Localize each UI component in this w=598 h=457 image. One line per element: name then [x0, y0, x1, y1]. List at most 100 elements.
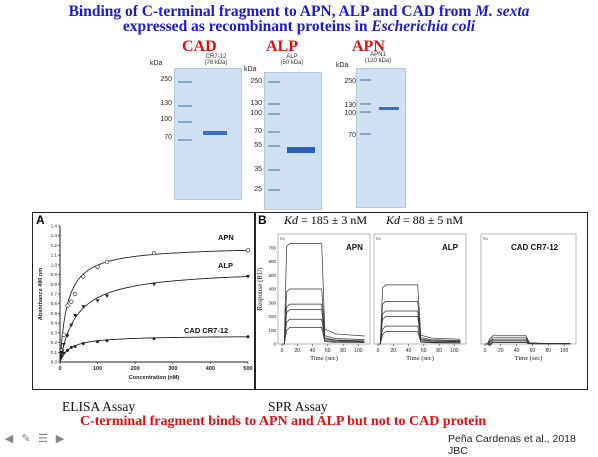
- y-tick-label: 1.3: [51, 233, 58, 238]
- fit-curve-1: [59, 276, 249, 363]
- gel-apn-sublabel: APN1 (120 kDa): [358, 52, 398, 64]
- spr-corner-label: RU: [376, 237, 382, 241]
- panel-a-frame: [32, 212, 256, 390]
- data-point-cad: [105, 339, 109, 343]
- x-axis-label: Concentration (nM): [129, 375, 180, 381]
- marker-band: [268, 103, 280, 105]
- x-tick-label: 400: [206, 366, 215, 372]
- marker-band: [268, 169, 280, 171]
- marker-label: 70: [254, 128, 262, 135]
- marker-band: [360, 111, 371, 113]
- data-point-cad: [62, 351, 66, 355]
- marker-band: [178, 121, 192, 123]
- y-tick-label: 0.0: [51, 360, 58, 365]
- marker-band: [268, 145, 280, 147]
- spr-x-tick-label: 60: [530, 348, 536, 354]
- title-species-2: Escherichia coli: [371, 18, 476, 35]
- panel-b-frame: [254, 212, 588, 390]
- data-point-apn: [65, 303, 70, 308]
- pen-icon[interactable]: ✎: [21, 433, 31, 445]
- spr-x-tick-label: 40: [406, 348, 412, 354]
- next-slide-icon[interactable]: ▶: [55, 433, 65, 445]
- spr-x-tick-label: 80: [545, 348, 551, 354]
- protein-band: [203, 131, 227, 135]
- data-point-cad: [152, 337, 156, 341]
- spr-y-tick-label: 100: [268, 328, 276, 333]
- spr-x-tick-label: 80: [436, 348, 442, 354]
- spr-x-tick-label: 0: [484, 348, 487, 354]
- gel-alp-kda: kDa: [244, 66, 257, 73]
- spr-y-tick-label: 0: [273, 342, 276, 347]
- data-point-alp: [61, 343, 66, 347]
- spr-x-axis-label: Time (sec): [406, 355, 434, 362]
- spr-assay-label: SPR Assay: [268, 399, 328, 414]
- title-line-2-text: expressed as recombinant proteins in: [122, 18, 372, 35]
- y-tick-label: 1.2: [51, 243, 58, 248]
- data-point-cad: [246, 335, 250, 339]
- spr-sensorgram-curve: [282, 327, 365, 345]
- elisa-assay-label: ELISA Assay: [62, 399, 136, 414]
- spr-subpanel-label: CAD CR7-12: [511, 243, 559, 252]
- spr-y-axis-label: Response (RU): [256, 267, 264, 311]
- kd-alp-label: Kd = 88 ± 5 nM: [386, 213, 463, 228]
- gel-alp-sub1: ALP: [286, 54, 298, 60]
- data-point-apn: [95, 264, 100, 269]
- x-tick-label: 500: [243, 366, 252, 372]
- marker-label: 25: [254, 186, 262, 193]
- gel-cad-image: [174, 68, 242, 200]
- slide-title-line-2: expressed as recombinant proteins in Esc…: [0, 18, 598, 35]
- marker-label: 130: [250, 100, 262, 107]
- gel-alp-label: ALP: [266, 38, 298, 55]
- protein-band: [287, 147, 315, 153]
- slide-title-line-1: Binding of C-terminal fragment to APN, A…: [0, 3, 598, 20]
- menu-icon[interactable]: ☰: [38, 433, 48, 445]
- y-tick-label: 0.7: [51, 292, 58, 297]
- y-tick-label: 0.6: [51, 301, 58, 306]
- x-tick-label: 100: [93, 366, 102, 372]
- spr-subpanel-frame: [373, 233, 467, 345]
- spr-y-tick-label: 700: [268, 245, 276, 250]
- y-tick-label: 0.8: [51, 282, 58, 287]
- data-point-alp: [69, 323, 74, 328]
- kd-alp-value: = 88 ± 5 nM: [400, 213, 464, 227]
- spr-x-tick-label: 100: [560, 348, 569, 354]
- spr-y-tick-label: 400: [268, 287, 276, 292]
- spr-y-tick-label: 600: [268, 259, 276, 264]
- spr-corner-label: RU: [483, 237, 489, 241]
- marker-band: [178, 81, 192, 83]
- marker-band: [268, 113, 280, 115]
- marker-band: [268, 81, 280, 83]
- marker-band: [178, 139, 192, 141]
- marker-label: 250: [344, 78, 356, 85]
- data-point-apn: [245, 248, 251, 253]
- fit-curve-2: [59, 336, 249, 363]
- spr-x-tick-label: 20: [498, 348, 504, 354]
- data-point-apn: [81, 274, 86, 279]
- marker-label: 100: [160, 116, 172, 123]
- y-tick-label: 1.1: [51, 253, 58, 258]
- y-tick-label: 0.1: [51, 350, 58, 355]
- data-point-cad: [66, 348, 70, 352]
- title-line-1-text: Binding of C-terminal fragment to APN, A…: [68, 3, 476, 20]
- panel-b-letter: B: [258, 213, 267, 227]
- y-axis-label: Absorbance 490 nm: [38, 268, 44, 320]
- y-tick-label: 0.9: [51, 272, 58, 277]
- spr-x-tick-label: 40: [514, 348, 520, 354]
- x-tick-label: 0: [58, 366, 61, 372]
- marker-band: [360, 103, 371, 105]
- spr-subpanel-label: APN: [346, 243, 363, 252]
- gel-apn-kda: kDa: [336, 62, 349, 69]
- marker-label: 100: [344, 110, 356, 117]
- previous-slide-icon[interactable]: ◀: [4, 433, 14, 445]
- data-point-apn: [61, 332, 66, 337]
- marker-band: [360, 133, 371, 135]
- spr-x-tick-label: 80: [340, 348, 346, 354]
- y-tick-label: 1.4: [51, 224, 58, 229]
- panel-a-letter: A: [36, 213, 45, 227]
- data-point-cad: [69, 345, 73, 349]
- spr-sensorgram-curve: [378, 331, 461, 345]
- spr-x-tick-label: 60: [325, 348, 331, 354]
- gel-alp: ALP ALP (50 kDa) kDa 250 130 100 70 55 3…: [244, 38, 322, 210]
- marker-label: 250: [250, 78, 262, 85]
- data-point-cad: [60, 354, 64, 358]
